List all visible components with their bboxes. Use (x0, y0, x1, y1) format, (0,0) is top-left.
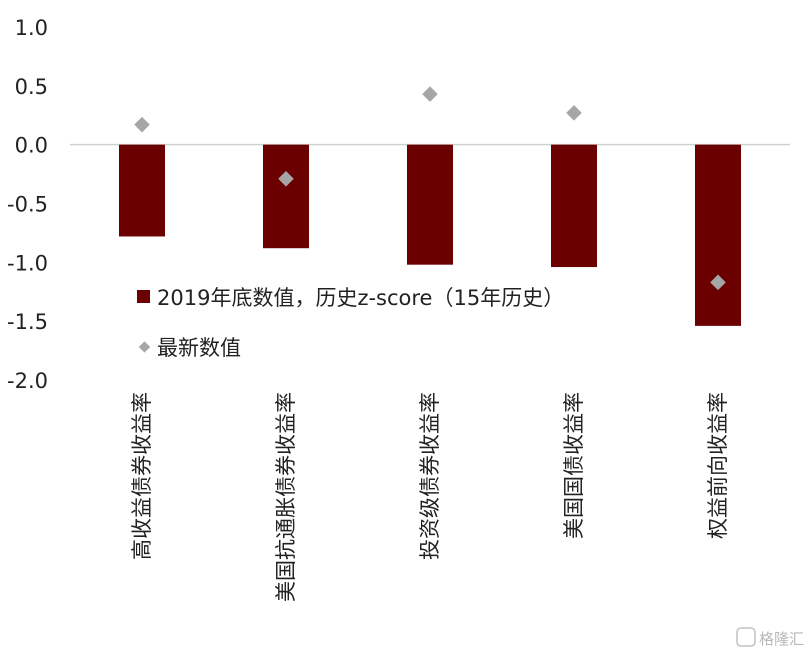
watermark: 格隆汇 (736, 627, 804, 648)
y-tick-label: -1.5 (7, 310, 48, 334)
category-label: 高收益债券收益率 (130, 392, 154, 560)
y-tick-label: -1.0 (7, 251, 48, 275)
y-tick-label: 0.5 (15, 75, 48, 99)
y-tick-label: -0.5 (7, 193, 48, 217)
bar (407, 144, 453, 265)
y-tick-label: -2.0 (7, 369, 48, 393)
category-labels: 高收益债券收益率 美国抗通胀债券收益率 投资级债券收益率 美国国债收益率 权益前向收益率 (130, 392, 730, 602)
y-axis-ticks: 1.0 0.5 0.0 -0.5 -1.0 -1.5 -2.0 (7, 16, 48, 393)
watermark-text: 格隆汇 (759, 630, 804, 648)
bar (551, 144, 597, 268)
category-label: 权益前向收益率 (706, 392, 730, 539)
legend-bar-label: 2019年底数值，历史z-score（15年历史） (157, 286, 564, 310)
point (566, 105, 582, 121)
point (134, 116, 150, 133)
legend-point-label: 最新数值 (157, 336, 241, 360)
category-label: 投资级债券收益率 (418, 392, 442, 560)
y-tick-label: 0.0 (15, 134, 48, 158)
bar (263, 144, 309, 249)
y-tick-label: 1.0 (15, 16, 48, 40)
point (422, 86, 438, 102)
watermark-logo-icon (736, 627, 756, 647)
category-label: 美国抗通胀债券收益率 (274, 392, 298, 602)
legend-point-swatch (138, 341, 151, 353)
bar-series (119, 144, 741, 326)
bar (695, 144, 741, 326)
legend: 2019年底数值，历史z-score（15年历史） 最新数值 (137, 286, 564, 360)
bar (119, 144, 165, 237)
point (278, 171, 294, 187)
legend-bar-swatch (137, 290, 150, 303)
category-label: 美国国债收益率 (562, 392, 586, 539)
